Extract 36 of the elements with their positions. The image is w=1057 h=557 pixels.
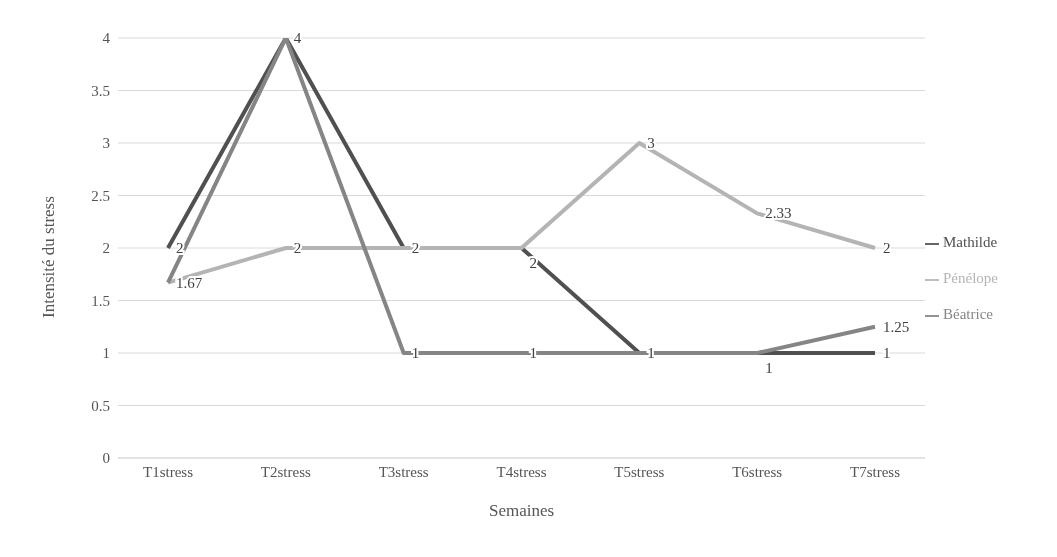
data-label: 4 <box>293 30 302 46</box>
legend-label: Mathilde <box>943 234 998 250</box>
y-tick-label: 3 <box>102 135 110 152</box>
data-label: 1.25 <box>883 318 910 335</box>
x-tick-label: T3stress <box>378 463 429 480</box>
x-tick-label: T2stress <box>260 463 311 480</box>
data-label: 1.67 <box>176 274 203 291</box>
data-label: 1 <box>647 345 655 361</box>
x-tick-label: T7stress <box>850 463 901 480</box>
data-label: 1 <box>883 345 891 361</box>
data-label: 2.33 <box>765 205 792 222</box>
data-label: 2 <box>411 240 420 256</box>
y-tick-label: 2 <box>102 240 110 257</box>
data-label: 1 <box>529 345 538 361</box>
data-label: 2 <box>529 255 538 271</box>
y-axis-title: Intensité du stress <box>39 196 59 318</box>
y-tick-label: 3.5 <box>91 82 110 99</box>
x-tick-label: T6stress <box>732 463 783 480</box>
x-axis-title: Semaines <box>488 501 555 520</box>
data-label: 2 <box>293 240 302 256</box>
y-tick-label: 1 <box>102 345 110 362</box>
data-label: 3 <box>647 135 655 151</box>
data-label: 1 <box>411 345 420 361</box>
legend-label: Pénélope <box>943 270 998 286</box>
data-label: 1 <box>765 360 773 376</box>
y-tick-label: 0.5 <box>91 397 110 414</box>
y-tick-label: 1.5 <box>91 292 110 309</box>
y-tick-label: 4 <box>102 30 111 47</box>
y-tick-label: 0 <box>102 450 110 467</box>
x-tick-label: T5stress <box>614 463 665 480</box>
legend-label: Béatrice <box>943 306 993 322</box>
x-tick-label: T1stress <box>143 463 194 480</box>
data-label: 2 <box>176 240 184 256</box>
data-label: 2 <box>883 240 891 256</box>
y-tick-label: 2.5 <box>91 187 110 204</box>
x-tick-label: T4stress <box>496 463 547 480</box>
